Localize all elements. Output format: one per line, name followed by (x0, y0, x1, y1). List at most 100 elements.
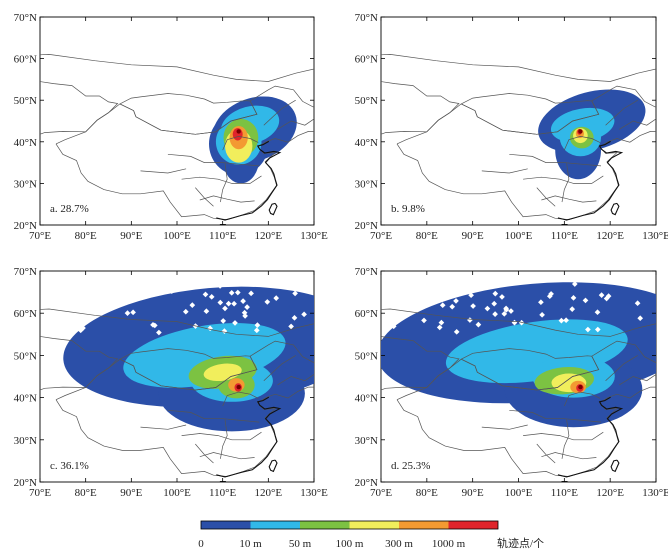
density-gap (203, 308, 210, 315)
country-border (461, 93, 600, 135)
density-gap (239, 280, 246, 287)
province-border (561, 419, 570, 459)
province-border (523, 175, 604, 184)
lat-tick-label: 20°N (14, 220, 37, 232)
density-gap (599, 277, 606, 284)
province-border (140, 168, 187, 174)
density-gap (217, 283, 223, 289)
country-border (119, 93, 258, 135)
density-gap (594, 326, 601, 333)
colorbar-segment (349, 521, 399, 529)
density-gap (570, 295, 577, 301)
province-border (619, 118, 656, 130)
map-panel-d: 70°E 80°E 90°E 100°E 110°E 120°E 130°E 70°N 60°N… (355, 266, 668, 499)
country-border (381, 54, 656, 82)
density-gap (558, 317, 565, 324)
density-gap (301, 311, 307, 318)
density-gap (407, 279, 413, 286)
taiwan-island (268, 202, 278, 216)
lon-tick-label: 80°E (75, 487, 97, 499)
lat-tick-label: 20°N (14, 477, 37, 489)
density-gap (449, 287, 456, 293)
province-border (481, 168, 528, 174)
lat-tick-label: 70°N (14, 266, 37, 278)
source-point-marker (578, 384, 583, 390)
province-border (181, 431, 262, 441)
lat-tick-label: 70°N (355, 12, 378, 24)
province-border (536, 187, 556, 207)
province-border (167, 153, 260, 167)
source-point-marker (236, 129, 241, 134)
province-border (481, 424, 528, 430)
lon-tick-label: 130°E (642, 230, 668, 242)
lon-tick-label: 80°E (416, 230, 438, 242)
density-gap (253, 327, 260, 334)
lon-tick-label: 70°E (370, 487, 392, 499)
density-gap (438, 319, 445, 326)
density-gap (241, 309, 248, 316)
lon-tick-label: 110°E (551, 487, 578, 499)
density-gap (499, 294, 505, 300)
lat-tick-label: 60°N (355, 308, 378, 320)
lat-tick-label: 30°N (14, 178, 37, 190)
density-gap (475, 321, 482, 328)
density-gap (563, 317, 569, 324)
source-point-marker (236, 384, 241, 390)
density-gap (569, 306, 576, 312)
lat-tick-label: 60°N (14, 308, 37, 320)
province-border (536, 443, 556, 464)
density-gap (513, 279, 519, 285)
province-border (263, 99, 296, 126)
density-gap (453, 298, 459, 304)
density-gap (546, 293, 553, 300)
density-gap (468, 292, 474, 299)
density-gap (411, 278, 418, 284)
density-gap (248, 290, 254, 297)
country-border (381, 336, 460, 391)
lon-tick-label: 100°E (505, 487, 533, 499)
lon-tick-label: 110°E (551, 230, 578, 242)
hainan-island (219, 481, 227, 482)
lat-tick-label: 40°N (14, 393, 37, 405)
density-gap (292, 290, 298, 297)
lon-tick-label: 120°E (255, 487, 283, 499)
lat-tick-label: 60°N (14, 54, 37, 66)
trajectory-density-field (538, 89, 646, 180)
province-border (222, 391, 259, 407)
density-gap (151, 322, 158, 329)
panel-label: c. 36.1% (50, 460, 89, 472)
panel-label: b. 9.8% (391, 203, 425, 215)
density-gap (399, 303, 406, 310)
density-gap (449, 303, 456, 310)
density-gap (637, 315, 644, 322)
province-border (523, 431, 604, 441)
province-border (619, 374, 656, 386)
density-gap (271, 282, 278, 288)
density-gap (227, 281, 233, 287)
density-gap (501, 311, 508, 317)
density-gap (492, 311, 498, 317)
colorbar-label: 1000 m (432, 538, 466, 550)
colorbar-segment (399, 521, 449, 529)
density-gap (399, 280, 405, 287)
lon-tick-label: 130°E (300, 230, 328, 242)
province-border (561, 163, 570, 203)
colorbar-segment (448, 521, 498, 529)
density-gap (429, 290, 435, 296)
density-gap (208, 294, 215, 300)
trajectory-density-field (48, 275, 314, 432)
trajectory-density-field (209, 96, 297, 184)
density-gap (393, 299, 400, 306)
map-panel-b: 70°E 80°E 90°E 100°E 110°E 120°E 130°E 70°N 60°N… (355, 12, 668, 242)
lon-tick-label: 80°E (75, 230, 97, 242)
density-gap (453, 329, 460, 335)
density-gap (585, 326, 591, 333)
lat-tick-label: 50°N (14, 350, 37, 362)
lat-tick-label: 70°N (14, 12, 37, 24)
province-border (509, 409, 602, 423)
colorbar-segment (300, 521, 350, 529)
country-border (40, 54, 314, 82)
density-gap (228, 290, 235, 296)
density-gap (413, 290, 420, 297)
